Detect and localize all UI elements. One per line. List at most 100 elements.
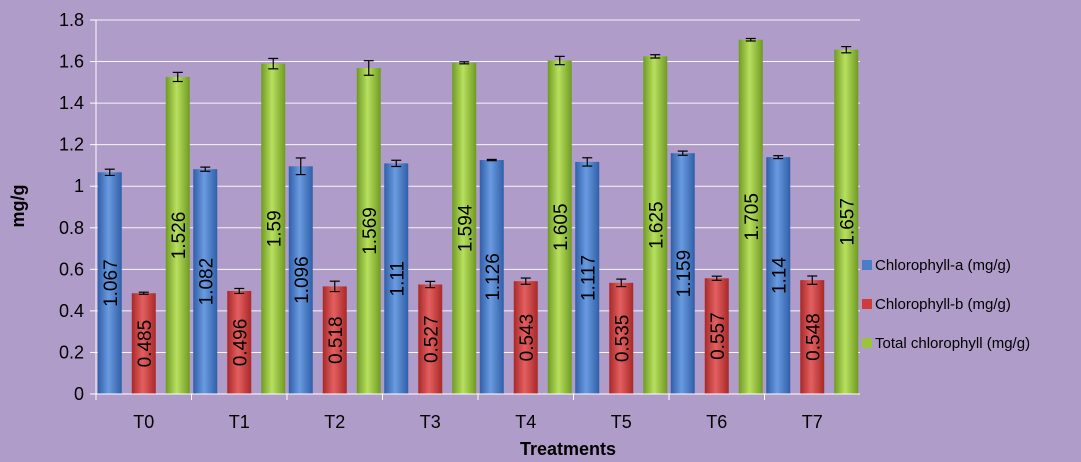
data-label: 0.496: [230, 319, 251, 367]
bar: [643, 56, 668, 394]
y-tick-label: 1: [74, 176, 84, 196]
legend-item: Total chlorophyll (mg/g): [862, 335, 1030, 352]
y-tick-label: 0.8: [59, 218, 84, 238]
error-bar: [295, 157, 306, 176]
y-tick-label: 1.8: [59, 10, 84, 30]
bar: [97, 172, 122, 394]
error-bar: [425, 280, 436, 289]
y-tick-label: 0.4: [59, 301, 84, 321]
x-axis-title: Treatments: [520, 439, 616, 459]
error-bar: [807, 275, 818, 285]
error-bar: [363, 60, 374, 76]
bar: [575, 161, 600, 394]
data-label: 1.569: [360, 207, 381, 255]
legend-item: Chlorophyll-b (mg/g): [862, 296, 1011, 313]
bar: [165, 76, 190, 394]
error-bar: [841, 45, 852, 54]
error-bar: [104, 168, 115, 177]
bar: [384, 163, 409, 394]
bar: [131, 293, 156, 394]
error-bar: [391, 159, 402, 168]
bar: [513, 281, 538, 394]
error-bar: [711, 275, 722, 281]
data-label: 1.117: [578, 255, 599, 301]
data-label: 0.518: [326, 316, 347, 364]
legend-label: Total chlorophyll (mg/g): [875, 335, 1030, 352]
bar: [418, 284, 443, 394]
error-bar: [582, 157, 593, 167]
bar: [227, 290, 252, 394]
bar: [766, 157, 791, 394]
y-tick-label: 1.6: [59, 52, 84, 72]
x-tick-label: T5: [611, 412, 632, 432]
legend-swatch: [862, 260, 872, 270]
value-labels: 1.067 0.485 1.526 1.082 0.496 1.59 1.096 0.518 1…: [101, 193, 859, 367]
bar: [704, 278, 729, 394]
error-bar: [745, 37, 756, 42]
bar: [322, 286, 347, 394]
bar: [288, 166, 313, 394]
x-tick-label: T1: [229, 412, 250, 432]
data-label: 0.535: [612, 315, 633, 363]
bar: [479, 160, 504, 394]
data-label: 0.527: [421, 315, 442, 363]
bars: [97, 37, 859, 395]
x-tick-label: T7: [802, 412, 823, 432]
data-label: 1.11: [387, 261, 408, 297]
bar: [800, 280, 825, 394]
error-bar: [486, 158, 497, 162]
data-label: 0.543: [517, 314, 538, 362]
y-tick-label: 0.6: [59, 259, 84, 279]
error-bar: [650, 54, 661, 59]
data-label: 1.625: [646, 201, 667, 249]
bar: [670, 153, 695, 394]
legend-item: Chlorophyll-a (mg/g): [862, 257, 1011, 274]
data-label: 1.705: [742, 193, 763, 241]
data-label: 0.548: [803, 313, 824, 361]
error-bar: [520, 277, 531, 285]
legend-swatch: [862, 338, 872, 348]
data-label: 1.067: [101, 259, 122, 307]
x-tick-label: T6: [706, 412, 727, 432]
data-label: 1.096: [292, 256, 313, 304]
bar: [452, 62, 477, 395]
data-label: 1.657: [837, 198, 858, 246]
bar: [261, 63, 286, 395]
legend-label: Chlorophyll-a (mg/g): [875, 257, 1011, 274]
y-tick-label: 0: [74, 384, 84, 404]
error-bar: [268, 57, 279, 70]
x-tick-label: T3: [420, 412, 441, 432]
x-tick-label: T4: [515, 412, 536, 432]
y-tick-label: 1.4: [59, 93, 84, 113]
error-bar: [200, 166, 211, 172]
data-label: 1.526: [169, 212, 190, 260]
legend: Chlorophyll-a (mg/g) Chlorophyll-b (mg/g)…: [862, 257, 1030, 352]
grid-lines: [96, 19, 860, 395]
data-label: 1.59: [264, 210, 285, 247]
error-bar: [459, 61, 470, 65]
data-label: 1.159: [674, 250, 695, 298]
y-axis-title: mg/g: [8, 185, 28, 228]
axes: Treatments mg/g 0 0.2 0.4 0.6 0.8 1 1.2 1.4 1.6 1…: [8, 10, 860, 459]
error-bar: [773, 155, 784, 160]
legend-label: Chlorophyll-b (mg/g): [875, 296, 1011, 313]
y-tick-label: 1.2: [59, 135, 84, 155]
error-bar: [554, 55, 565, 66]
data-label: 1.126: [483, 253, 504, 301]
y-tick-label: 0.2: [59, 342, 84, 362]
data-label: 1.082: [196, 258, 217, 306]
error-bar: [172, 71, 183, 83]
x-tick-label: T2: [324, 412, 345, 432]
data-label: 0.485: [135, 320, 156, 368]
bar: [356, 67, 381, 394]
legend-swatch: [862, 299, 872, 309]
data-label: 0.557: [708, 312, 729, 360]
error-bar: [234, 287, 245, 295]
data-label: 1.605: [551, 203, 572, 251]
data-label: 1.594: [455, 204, 476, 252]
error-bar: [677, 150, 688, 156]
error-bar: [329, 280, 340, 293]
bar: [193, 169, 218, 394]
